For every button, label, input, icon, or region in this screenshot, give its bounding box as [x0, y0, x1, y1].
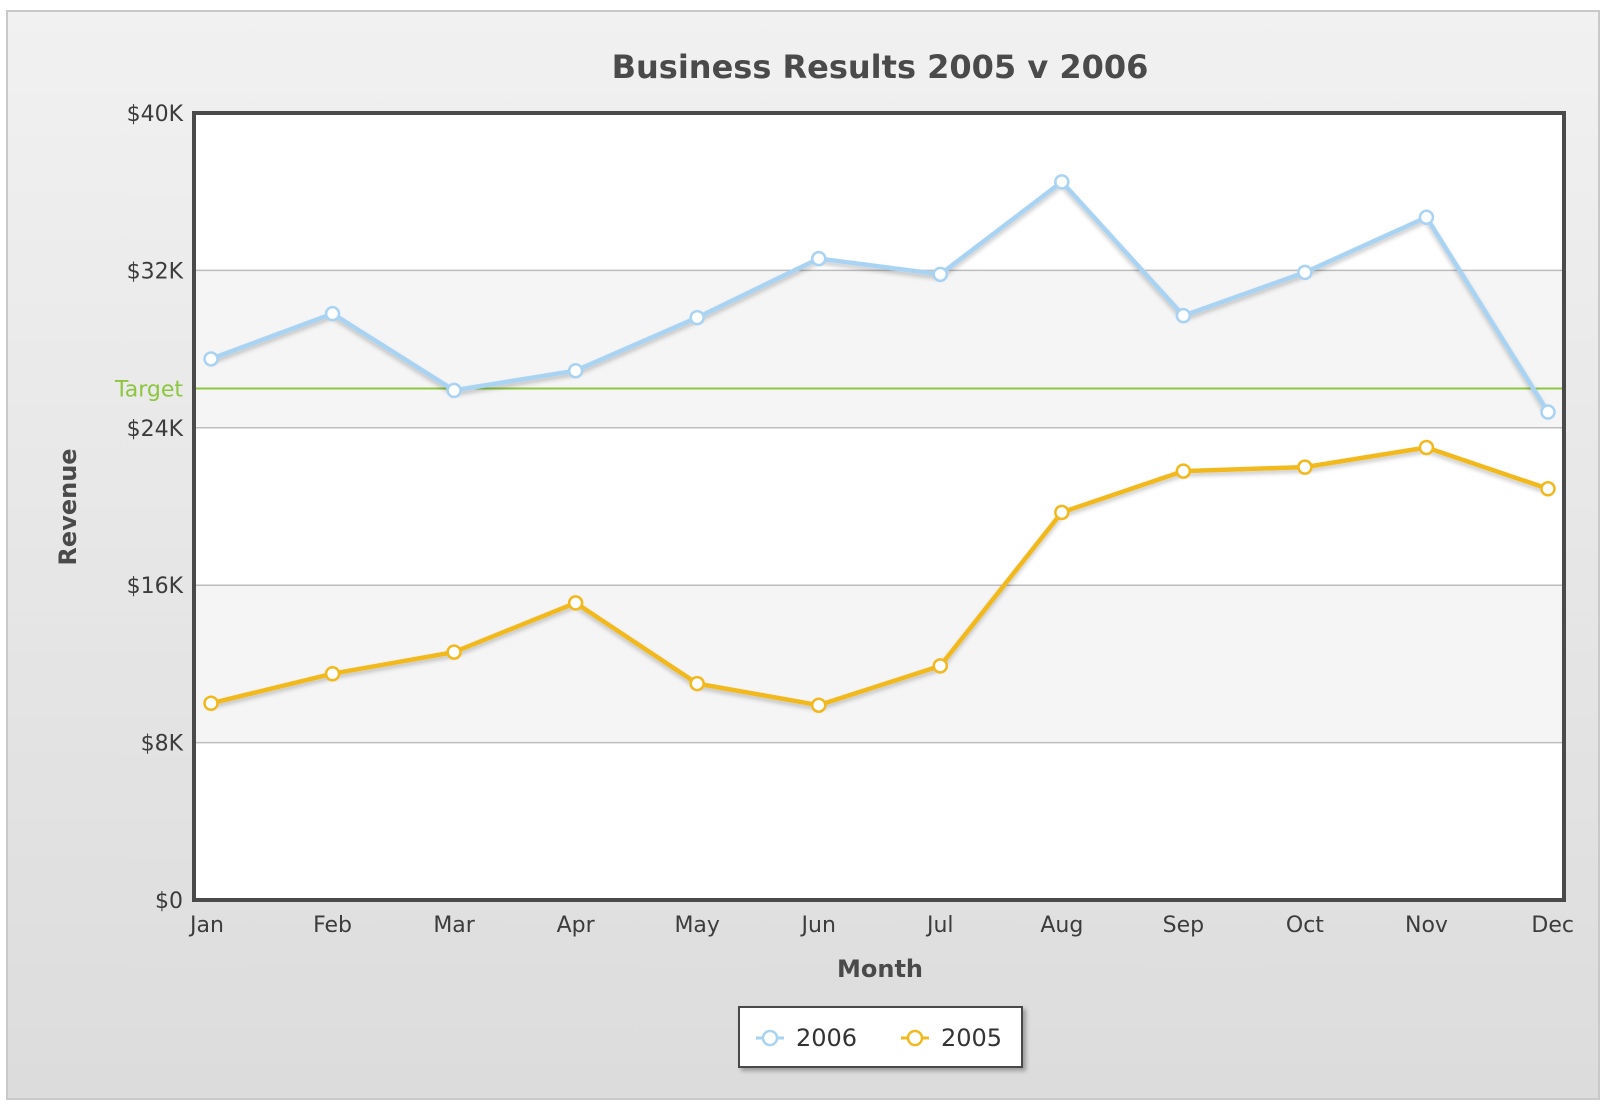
data-point-2005 [1540, 481, 1556, 497]
legend-box [738, 1006, 1023, 1068]
plot-background [194, 113, 1564, 900]
x-tick-label: May [674, 913, 719, 938]
data-point-2005 [689, 675, 705, 692]
data-point-2006 [689, 309, 705, 326]
y-tick-label: $32K [127, 259, 184, 284]
y-tick-label: $8K [141, 732, 184, 757]
chart-title: Business Results 2005 v 2006 [612, 48, 1149, 86]
x-tick-label: Sep [1163, 913, 1204, 938]
data-point-2006 [446, 382, 462, 399]
data-point-2006 [932, 266, 949, 283]
legend-marker-2005 [906, 1029, 924, 1047]
y-tick-label: $24K [127, 417, 184, 442]
data-point-2005 [1418, 439, 1435, 456]
data-point-2006 [1297, 264, 1313, 281]
data-point-2005 [810, 697, 827, 713]
data-point-2006 [203, 351, 219, 367]
x-tick-label: Oct [1286, 913, 1324, 938]
data-point-2005 [324, 665, 341, 682]
grid-lines [194, 269, 1564, 744]
x-axis-title: Month [837, 955, 923, 983]
legend-marker-2006 [761, 1029, 779, 1047]
target-line-group: Target [114, 377, 1564, 402]
x-tick-label: Jun [800, 913, 836, 938]
plot-border [192, 111, 1566, 902]
y-tick-label: $0 [155, 889, 183, 914]
x-tick-label: Jul [925, 913, 954, 938]
plot-band [194, 585, 1564, 743]
legend-label-2005: 2005 [941, 1024, 1002, 1052]
data-point-2005 [1175, 463, 1192, 479]
series-line-2005 [208, 445, 1551, 708]
data-point-2005 [932, 658, 949, 674]
x-tick-label: Nov [1405, 913, 1448, 938]
series-line-2006 [208, 179, 1551, 415]
x-tick-label: Feb [313, 913, 352, 938]
plot-bands [194, 113, 1564, 900]
data-point-2006 [567, 362, 584, 379]
data-point-2006 [1418, 209, 1435, 226]
data-point-2005 [1054, 504, 1070, 521]
data-point-2005 [203, 695, 219, 711]
y-axis-title: Revenue [54, 448, 82, 565]
x-tick-label: Apr [557, 913, 596, 938]
target-line-label: Target [114, 377, 183, 402]
x-tick-label: Aug [1040, 913, 1083, 938]
data-point-2006 [1054, 174, 1070, 190]
data-point-2005 [1297, 459, 1313, 475]
data-point-2006 [324, 305, 341, 322]
x-tick-label: Dec [1531, 913, 1574, 938]
data-point-2006 [1540, 404, 1556, 420]
data-point-2006 [1175, 307, 1192, 324]
x-tick-label: Mar [433, 913, 475, 938]
y-tick-label: $40K [127, 102, 184, 127]
data-point-2005 [446, 644, 462, 660]
x-tick-label: Jan [188, 913, 224, 938]
legend: 2006 2005 [738, 1006, 1023, 1068]
y-tick-label: $16K [127, 574, 184, 599]
data-point-2005 [567, 595, 584, 611]
y-axis-ticks: $0 $8K $16K $24K $32K $40K [127, 102, 184, 914]
data-point-2006 [810, 250, 827, 267]
legend-label-2006: 2006 [796, 1024, 857, 1052]
x-axis-ticks: Jan Feb Mar Apr May Jun Jul Aug Sep Oct Nov Dec [188, 913, 1574, 938]
series-layer [203, 174, 1556, 713]
plot-band [194, 270, 1564, 428]
